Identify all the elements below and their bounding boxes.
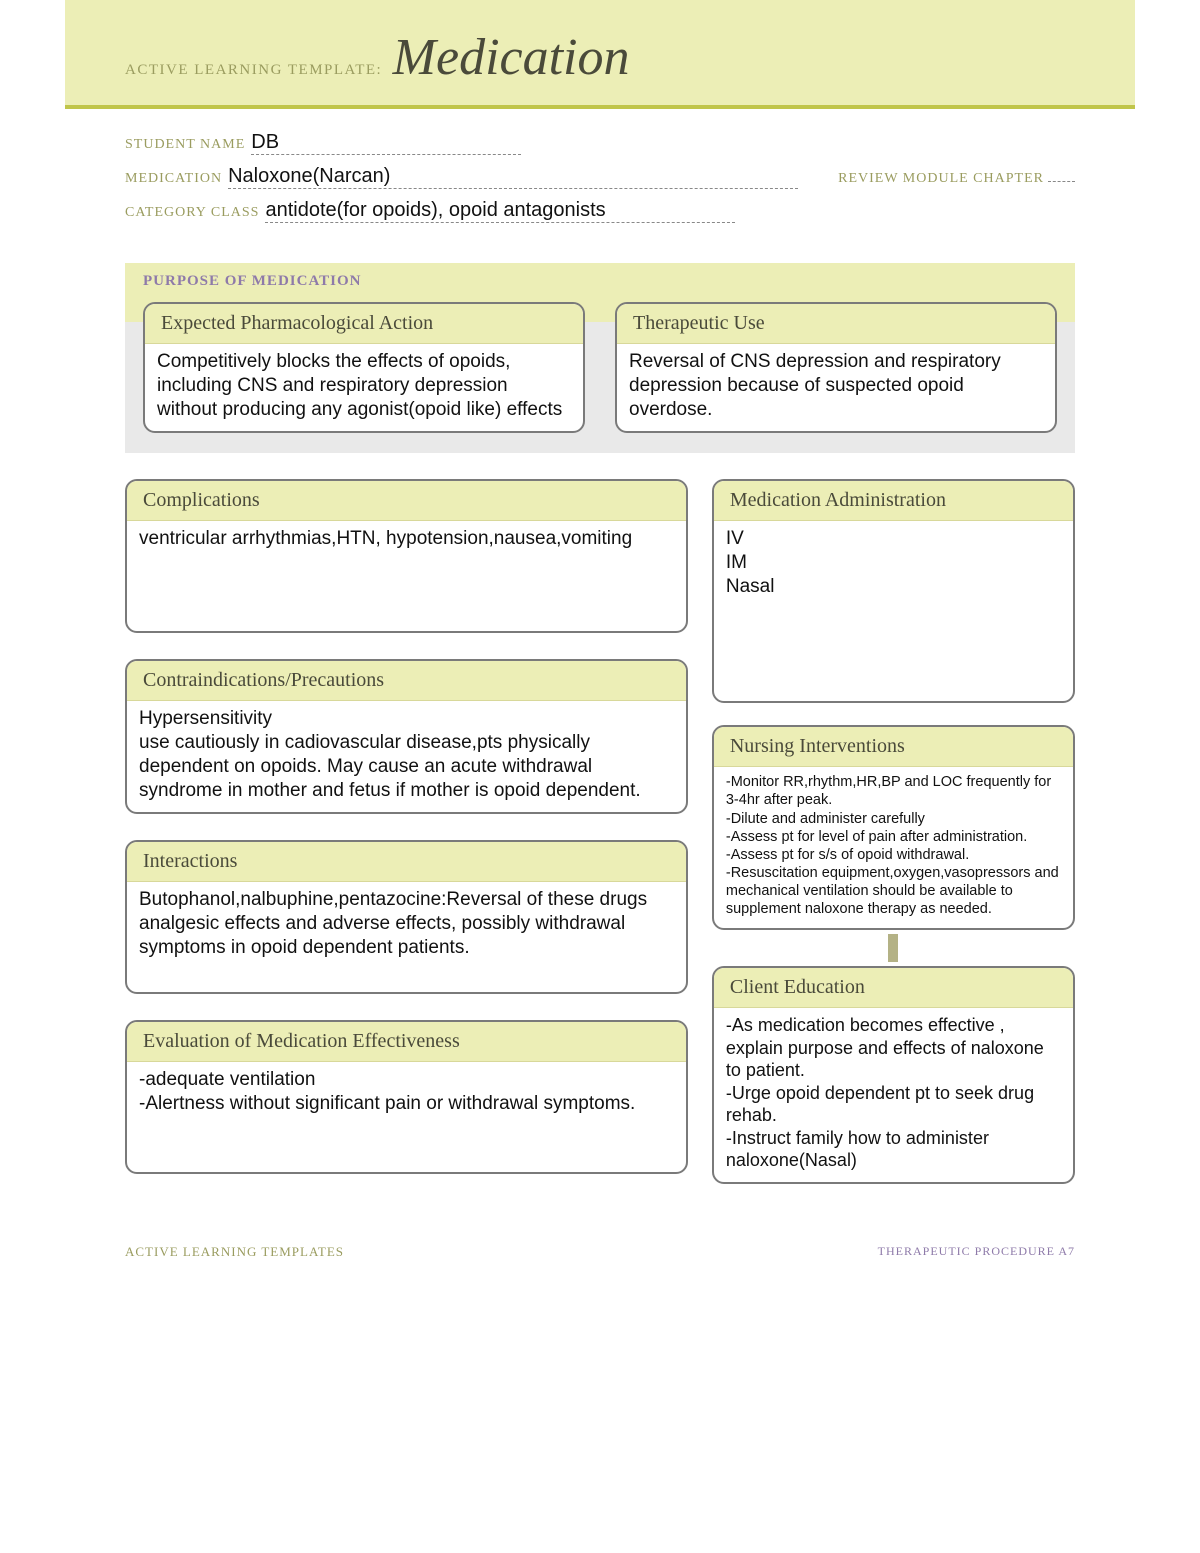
complications-card: Complications ventricular arrhythmias,HT… xyxy=(125,479,688,633)
contraindications-body: Hypersensitivity use cautiously in cadio… xyxy=(127,701,686,812)
contraindications-title: Contraindications/Precautions xyxy=(127,661,686,701)
category-row: CATEGORY CLASS antidote(for opoids), opo… xyxy=(125,199,1075,223)
student-value: DB xyxy=(251,131,521,155)
nursing-body: -Monitor RR,rhythm,HR,BP and LOC frequen… xyxy=(714,767,1073,928)
header-banner: ACTIVE LEARNING TEMPLATE: Medication xyxy=(65,0,1135,109)
review-line xyxy=(1048,181,1075,182)
administration-body: IV IM Nasal xyxy=(714,521,1073,701)
info-block: STUDENT NAME DB MEDICATION Naloxone(Narc… xyxy=(65,109,1135,243)
medication-row: MEDICATION Naloxone(Narcan) REVIEW MODUL… xyxy=(125,165,1075,189)
contraindications-card: Contraindications/Precautions Hypersensi… xyxy=(125,659,688,814)
education-card: Client Education -As medication becomes … xyxy=(712,966,1075,1184)
page-root: ACTIVE LEARNING TEMPLATE: Medication STU… xyxy=(65,0,1135,1300)
therapeutic-use-body: Reversal of CNS depression and respirato… xyxy=(617,344,1055,431)
connector-line xyxy=(888,934,898,962)
template-label: ACTIVE LEARNING TEMPLATE: xyxy=(125,62,382,78)
therapeutic-use-title: Therapeutic Use xyxy=(617,304,1055,344)
education-title: Client Education xyxy=(714,968,1073,1008)
expected-action-title: Expected Pharmacological Action xyxy=(145,304,583,344)
review-label: REVIEW MODULE CHAPTER xyxy=(838,171,1044,187)
complications-title: Complications xyxy=(127,481,686,521)
right-column: Medication Administration IV IM Nasal Nu… xyxy=(712,479,1075,1184)
left-column: Complications ventricular arrhythmias,HT… xyxy=(125,479,688,1174)
administration-card: Medication Administration IV IM Nasal xyxy=(712,479,1075,703)
student-row: STUDENT NAME DB xyxy=(125,131,1075,155)
category-label: CATEGORY CLASS xyxy=(125,205,259,221)
interactions-body: Butophanol,nalbuphine,pentazocine:Revers… xyxy=(127,882,686,992)
category-value: antidote(for opoids), opoid antagonists xyxy=(265,199,735,223)
nursing-title: Nursing Interventions xyxy=(714,727,1073,767)
footer: ACTIVE LEARNING TEMPLATES THERAPEUTIC PR… xyxy=(125,1244,1075,1260)
evaluation-body: -adequate ventilation -Alertness without… xyxy=(127,1062,686,1172)
interactions-card: Interactions Butophanol,nalbuphine,penta… xyxy=(125,840,688,994)
administration-title: Medication Administration xyxy=(714,481,1073,521)
nursing-card: Nursing Interventions -Monitor RR,rhythm… xyxy=(712,725,1075,930)
footer-left: ACTIVE LEARNING TEMPLATES xyxy=(125,1244,344,1260)
student-label: STUDENT NAME xyxy=(125,137,245,153)
evaluation-title: Evaluation of Medication Effectiveness xyxy=(127,1022,686,1062)
interactions-title: Interactions xyxy=(127,842,686,882)
main-grid: Complications ventricular arrhythmias,HT… xyxy=(125,479,1075,1184)
purpose-wrap: Expected Pharmacological Action Competit… xyxy=(125,322,1075,453)
complications-body: ventricular arrhythmias,HTN, hypotension… xyxy=(127,521,686,631)
template-title: Medication xyxy=(393,29,630,86)
expected-action-card: Expected Pharmacological Action Competit… xyxy=(143,302,585,433)
education-body: -As medication becomes effective , expla… xyxy=(714,1008,1073,1182)
evaluation-card: Evaluation of Medication Effectiveness -… xyxy=(125,1020,688,1174)
purpose-title: PURPOSE OF MEDICATION xyxy=(143,273,1057,290)
medication-value: Naloxone(Narcan) xyxy=(228,165,798,189)
footer-right: THERAPEUTIC PROCEDURE A7 xyxy=(878,1244,1075,1260)
therapeutic-use-card: Therapeutic Use Reversal of CNS depressi… xyxy=(615,302,1057,433)
expected-action-body: Competitively blocks the effects of opoi… xyxy=(145,344,583,431)
medication-label: MEDICATION xyxy=(125,171,222,187)
